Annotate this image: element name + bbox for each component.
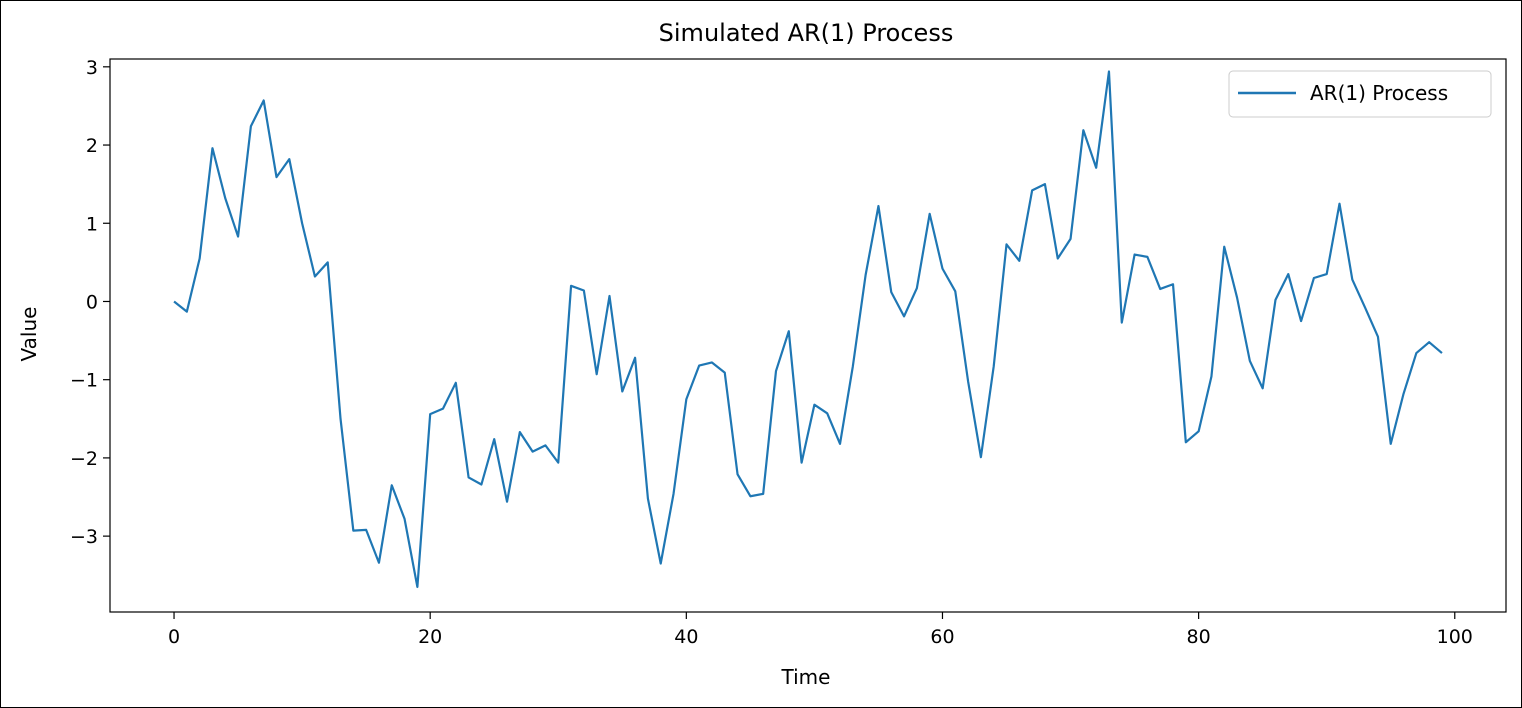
legend-box [1228, 70, 1492, 118]
y-axis-title: Value [17, 307, 41, 362]
x-tick-label: 100 [1437, 626, 1473, 648]
y-tick-label: 3 [86, 57, 98, 79]
x-axis-title: Time [781, 665, 831, 689]
y-tick-label: −1 [70, 370, 98, 392]
x-tick-label: 20 [418, 626, 442, 648]
chart-title: Simulated AR(1) Process [659, 19, 954, 47]
y-axis: −3 −2 −1 0 1 2 3 [70, 57, 110, 548]
x-tick-label: 60 [930, 626, 954, 648]
series-line-ar1-process [173, 70, 1443, 589]
x-tick-label: 80 [1187, 626, 1211, 648]
y-tick-label: −2 [70, 448, 98, 470]
legend-label-ar1-process: AR(1) Process [1310, 81, 1448, 105]
legend: AR(1) Process [1228, 70, 1492, 118]
y-tick-label: 1 [86, 213, 98, 235]
x-tick-label: 40 [674, 626, 698, 648]
x-axis: 0 20 40 60 80 100 [168, 612, 1473, 648]
y-tick-label: 0 [86, 291, 98, 313]
y-tick-label: −3 [70, 526, 98, 548]
x-tick-label: 0 [168, 626, 180, 648]
plot-area [109, 58, 1507, 613]
y-tick-label: 2 [86, 135, 98, 157]
